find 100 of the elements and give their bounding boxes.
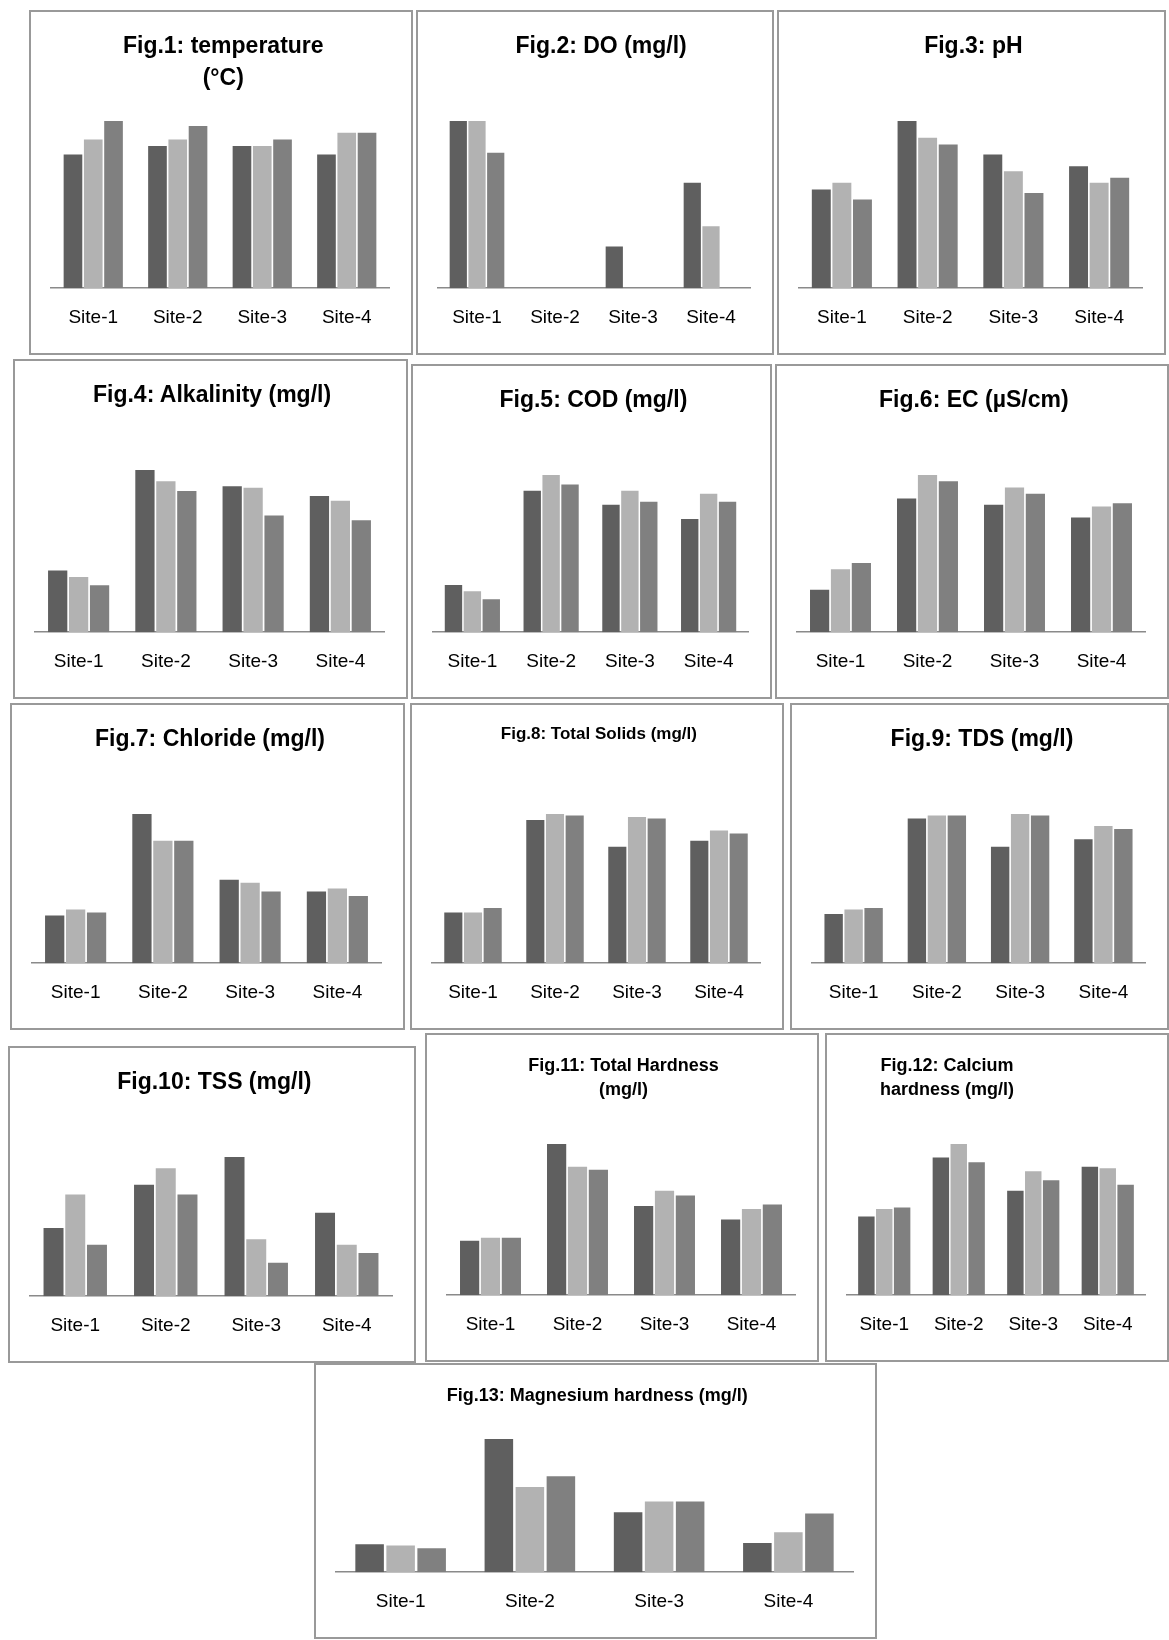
bar [307, 891, 327, 963]
bar [240, 882, 261, 963]
bar [1089, 183, 1109, 289]
x-tick-label: Site-3 [612, 980, 662, 1002]
bar [68, 576, 88, 632]
bar [983, 154, 1003, 289]
x-tick-label: Site-2 [526, 649, 576, 671]
bar [315, 1212, 336, 1296]
bar [309, 495, 329, 632]
bar [224, 1156, 245, 1296]
bar [608, 846, 627, 963]
bar [132, 813, 153, 963]
chart-title: Fig.7: Chloride (mg/l) [93, 723, 326, 753]
bar [983, 504, 1004, 633]
x-tick-label: Site-3 [988, 306, 1039, 328]
x-tick-label: Site-1 [452, 306, 502, 328]
bar [526, 819, 545, 963]
bar [43, 1227, 64, 1296]
bar [246, 1238, 267, 1296]
bar [1007, 1190, 1024, 1296]
bar [328, 888, 348, 963]
bar [917, 474, 937, 633]
x-tick-label: Site-4 [1076, 649, 1127, 671]
bar [444, 912, 463, 963]
x-tick-label: Site-2 [902, 306, 953, 328]
bar [545, 813, 564, 963]
bar [832, 183, 852, 289]
bar [605, 246, 624, 289]
bar [680, 518, 699, 633]
x-tick-label: Site-1 [816, 306, 867, 328]
bar [858, 1216, 875, 1296]
chart-title: Fig.13: Magnesium hardness (mg/l) [445, 1384, 749, 1408]
bar [47, 570, 67, 632]
bar [830, 569, 850, 633]
chart-title: Fig.9: TDS (mg/l) [889, 723, 1075, 753]
bar [809, 589, 830, 633]
bar [1094, 825, 1114, 963]
chart-title: Fig.10: TSS (mg/l) [116, 1066, 313, 1096]
x-tick-label: Site-4 [322, 306, 373, 328]
x-tick-label: Site-4 [686, 306, 737, 328]
bar [337, 1244, 358, 1296]
x-tick-label: Site-3 [989, 649, 1040, 671]
bar [84, 139, 103, 289]
bar [45, 915, 65, 963]
bar [542, 474, 560, 633]
bar [1074, 839, 1094, 963]
bar [253, 146, 272, 289]
bar [330, 500, 350, 632]
bar [709, 830, 728, 963]
x-tick-label: Site-3 [604, 649, 655, 671]
bar [908, 818, 927, 963]
x-tick-label: Site-3 [995, 980, 1046, 1002]
x-tick-label: Site-2 [141, 1313, 191, 1335]
x-tick-label: Site-4 [694, 980, 745, 1002]
bar [918, 138, 937, 289]
bar [950, 1144, 967, 1296]
x-tick-label: Site-1 [815, 649, 866, 671]
bar [523, 490, 541, 633]
chart-title: Fig.11: Total Hardness (mg/l) [527, 1054, 720, 1102]
x-tick-label: Site-1 [448, 980, 498, 1002]
bar [63, 154, 83, 289]
bar [153, 840, 173, 963]
bar [896, 498, 917, 633]
bar [613, 1512, 643, 1573]
x-tick-label: Site-1 [859, 1312, 910, 1334]
chart-title: Fig.2: DO (mg/l) [514, 31, 688, 61]
bar [741, 1209, 761, 1296]
chart-title: Fig.3: pH [923, 31, 1024, 61]
x-tick-label: Site-4 [683, 649, 734, 671]
bar [928, 815, 947, 963]
bar [134, 469, 155, 632]
bar [720, 1219, 740, 1296]
x-tick-label: Site-3 [608, 306, 658, 328]
bar [222, 485, 242, 632]
x-tick-label: Site-1 [829, 980, 879, 1002]
bar [844, 909, 864, 963]
bar [65, 1194, 86, 1296]
chart-title: Fig.4: Alkalinity (mg/l) [92, 379, 333, 409]
bar [156, 1167, 177, 1296]
bar [1003, 171, 1023, 289]
bar [742, 1543, 772, 1573]
bar [134, 1184, 155, 1296]
bar [811, 190, 831, 289]
bar [633, 1206, 653, 1296]
x-tick-label: Site-4 [1074, 306, 1125, 328]
x-tick-label: Site-1 [53, 649, 103, 671]
bar [386, 1546, 415, 1573]
bar [654, 1190, 674, 1296]
bar [468, 121, 486, 289]
bar [220, 879, 240, 963]
x-tick-label: Site-4 [313, 980, 364, 1002]
chart-title: Fig.1: temperature (°C) [121, 31, 325, 92]
bar [1068, 166, 1088, 289]
bar [702, 226, 720, 289]
x-tick-label: Site-2 [138, 980, 189, 1002]
bar [1070, 517, 1091, 633]
x-tick-label: Site-3 [227, 649, 278, 671]
bar [463, 912, 482, 963]
x-tick-label: Site-2 [530, 306, 580, 328]
bar [66, 909, 86, 963]
